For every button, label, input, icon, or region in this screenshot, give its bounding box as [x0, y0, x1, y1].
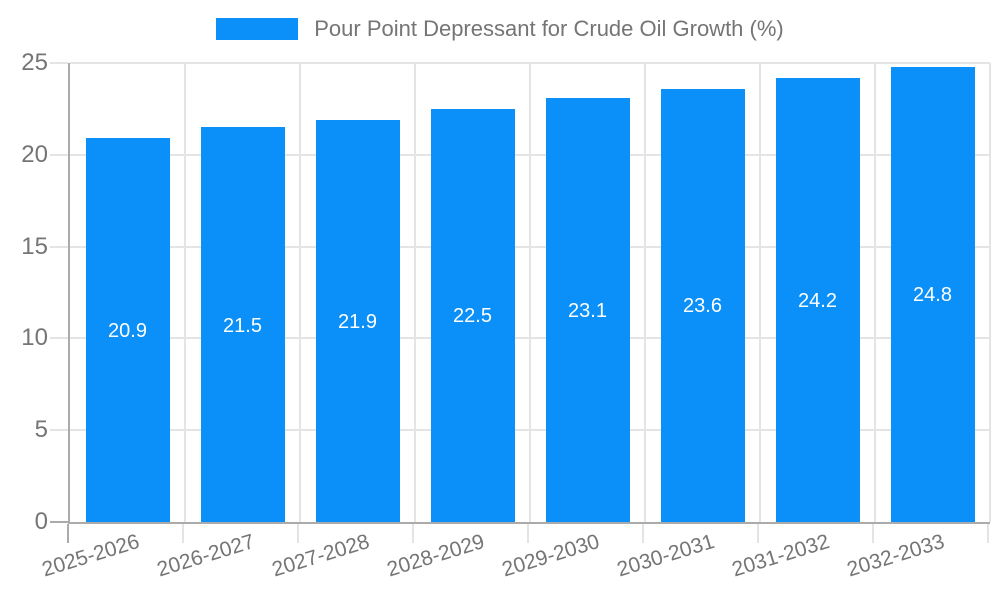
y-axis-tick-mark [50, 245, 68, 248]
x-axis-tick-mark [757, 524, 759, 543]
gridline-vertical [644, 63, 646, 522]
x-axis-tick-label: 2028-2029 [384, 530, 488, 582]
x-axis-tick-label: 2032-2033 [844, 530, 948, 582]
x-axis-tick-mark [527, 524, 529, 543]
y-axis-tick-label: 15 [21, 232, 48, 260]
plot-area: 20.9 21.5 21.9 22.5 23.1 23.6 24.2 24.8 [68, 62, 991, 524]
legend: Pour Point Depressant for Crude Oil Grow… [0, 16, 1000, 42]
x-axis-tick-label: 2027-2028 [269, 530, 373, 582]
x-axis-tick-mark [987, 524, 989, 543]
gridline-vertical [414, 63, 416, 522]
x-axis-tick-mark [872, 524, 874, 543]
bar-value-label: 22.5 [453, 305, 492, 328]
y-axis-tick-mark [50, 429, 68, 432]
bar-2029-2030[interactable]: 23.1 [545, 97, 630, 522]
gridline-vertical [989, 63, 991, 522]
bar-value-label: 23.1 [568, 299, 607, 322]
x-axis-tick-label: 2025-2026 [39, 530, 143, 582]
gridline-vertical [299, 63, 301, 522]
y-axis-tick-mark [50, 62, 68, 64]
gridline-vertical [529, 63, 531, 522]
legend-swatch[interactable] [216, 18, 299, 40]
bar-2026-2027[interactable]: 21.5 [200, 127, 285, 522]
gridline-vertical [184, 63, 186, 522]
legend-label[interactable]: Pour Point Depressant for Crude Oil Grow… [314, 16, 784, 41]
x-axis-tick-mark [67, 524, 69, 543]
gridline-vertical [759, 63, 761, 522]
x-axis-tick-mark [182, 524, 184, 543]
x-axis-tick-label: 2029-2030 [499, 530, 603, 582]
bar-value-label: 24.2 [798, 289, 837, 312]
bar-2025-2026[interactable]: 20.9 [85, 138, 170, 522]
bar-value-label: 21.9 [338, 310, 377, 333]
y-axis-tick-mark [50, 153, 68, 156]
x-axis-tick-mark [642, 524, 644, 543]
bar-2027-2028[interactable]: 21.9 [315, 119, 400, 522]
x-axis-tick-mark [412, 524, 414, 543]
bar-value-label: 21.5 [223, 314, 262, 337]
bar-2030-2031[interactable]: 23.6 [660, 88, 745, 522]
x-axis-tick-label: 2030-2031 [614, 530, 718, 582]
y-axis-tick-label: 10 [21, 324, 48, 352]
gridline-vertical [874, 63, 876, 522]
bar-value-label: 20.9 [108, 320, 147, 343]
bar-2031-2032[interactable]: 24.2 [775, 77, 860, 522]
x-axis-tick-label: 2031-2032 [729, 530, 833, 582]
y-axis-tick-mark [50, 337, 68, 340]
bar-2032-2033[interactable]: 24.8 [890, 66, 975, 522]
y-axis-tick-mark [50, 521, 68, 523]
bar-value-label: 23.6 [683, 295, 722, 318]
bar-2028-2029[interactable]: 22.5 [430, 108, 515, 522]
bar-value-label: 24.8 [913, 284, 952, 307]
x-axis-tick-mark [297, 524, 299, 543]
y-axis-tick-label: 25 [21, 49, 48, 76]
y-axis-tick-label: 5 [34, 416, 48, 444]
y-axis-tick-label: 20 [21, 140, 48, 168]
x-axis-tick-label: 2026-2027 [154, 530, 258, 582]
y-axis-tick-label: 0 [34, 508, 48, 535]
